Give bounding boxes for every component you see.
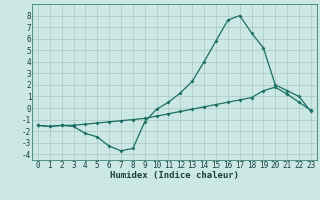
X-axis label: Humidex (Indice chaleur): Humidex (Indice chaleur) [110, 171, 239, 180]
